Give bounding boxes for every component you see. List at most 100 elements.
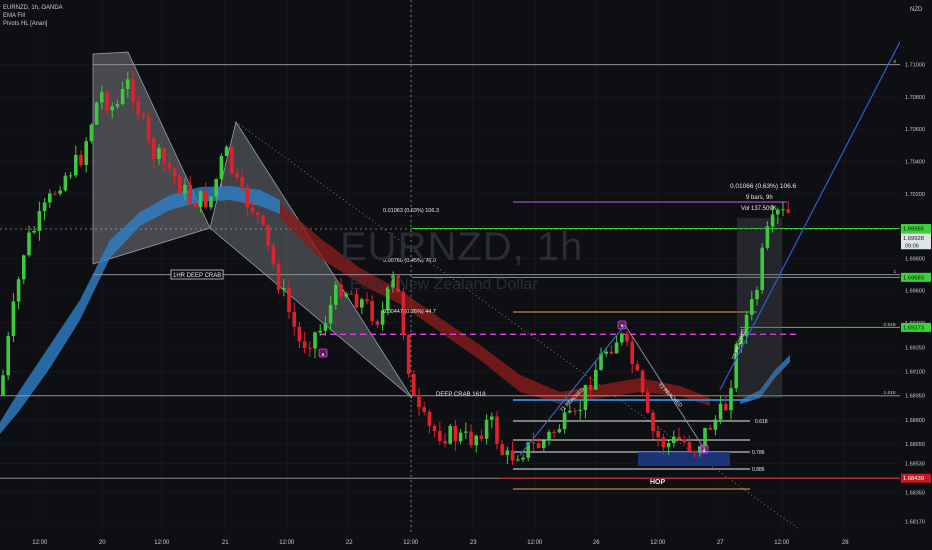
candle-body <box>84 141 88 166</box>
time-tick-label: 12:00 <box>650 540 666 546</box>
candle-body <box>458 432 463 442</box>
candle-body <box>183 184 187 194</box>
time-axis: 12:00 20 12:00 21 12:00 22 12:00 23 12:00 26 12:00… <box>32 540 849 546</box>
candle-body <box>412 374 416 396</box>
candle-body <box>594 369 598 390</box>
candle-body <box>630 341 634 365</box>
price-tag <box>901 272 931 282</box>
candle-body <box>16 279 21 302</box>
candle-body <box>526 442 530 458</box>
candle-body <box>22 255 26 280</box>
time-tick-label: 28 <box>842 540 849 546</box>
candle-body <box>74 154 78 176</box>
ema-band-red <box>280 204 710 406</box>
candle-body <box>271 245 276 264</box>
candle-body <box>120 89 125 105</box>
candle-body <box>302 341 307 348</box>
candle-body <box>588 384 593 390</box>
candle-body <box>464 431 468 433</box>
candle-body <box>406 334 411 375</box>
candle-body <box>651 412 655 432</box>
candle-body <box>734 344 738 389</box>
candle-body <box>48 193 52 203</box>
candle-body <box>193 203 198 208</box>
candle-body <box>167 162 172 169</box>
candle-body <box>37 211 42 231</box>
candle-body <box>292 311 296 327</box>
candle-body <box>557 429 562 433</box>
price-tick-label: 1.68170 <box>905 520 925 526</box>
candle-body <box>646 392 650 413</box>
measure-box <box>737 218 782 398</box>
price-tick-label: 1.68800 <box>905 418 925 424</box>
candle-body <box>739 336 744 345</box>
candle-body <box>729 388 733 411</box>
price-tick-label: 1.68950 <box>905 394 925 400</box>
candle-body <box>224 146 229 157</box>
candle-body <box>204 190 208 208</box>
candle-body <box>11 301 16 337</box>
pivots-label[interactable]: Pivots HL [Anan] <box>3 21 48 27</box>
price-tag-label: 1.69373 <box>903 325 924 331</box>
candle-body <box>349 293 354 295</box>
candle-body <box>261 215 265 225</box>
candle-body <box>6 336 10 376</box>
candle-body <box>318 330 322 333</box>
candle-body <box>604 351 608 354</box>
candle-body <box>146 116 151 139</box>
watermark-ticker: EURNZD, 1h <box>340 225 584 269</box>
candle-body <box>495 416 499 445</box>
candle-body <box>100 92 104 103</box>
candle-body <box>68 175 73 177</box>
zigzag-leg <box>624 324 706 451</box>
candle-body <box>599 353 603 370</box>
price-tick-label: 1.68350 <box>905 491 925 497</box>
candle-body <box>427 411 432 426</box>
candle-body <box>781 209 785 211</box>
candle-body <box>521 457 525 460</box>
candle-body <box>42 202 47 212</box>
candle-body <box>635 364 640 371</box>
projection-line <box>719 0 923 391</box>
time-tick-label: 12:00 <box>403 540 419 546</box>
candle-body <box>469 431 473 446</box>
candle-body <box>141 114 146 117</box>
candle-body <box>32 230 36 233</box>
candle-body <box>370 301 374 322</box>
candle-body <box>380 310 385 325</box>
measure-label-2: 0.00760 (0.45%) 76.0 <box>383 258 436 264</box>
price-tick-label: 1.70400 <box>905 160 925 166</box>
candle-body <box>178 176 182 194</box>
label-0786: 0.786 <box>752 450 765 456</box>
label-box <box>170 269 224 280</box>
candle-body <box>360 299 364 308</box>
candle-body <box>625 333 629 342</box>
candle-body <box>1 375 5 395</box>
candle-body <box>375 321 380 325</box>
candle-body <box>126 79 130 90</box>
candle-body <box>484 419 489 439</box>
label-0886: 0.886 <box>752 467 765 473</box>
measure-volume: Vol 137.509K <box>741 206 777 212</box>
candle-body <box>666 443 671 448</box>
candle-body <box>240 177 244 187</box>
candle-body <box>536 443 541 448</box>
measure-label-3: 0.00447 (0.26%) 44.7 <box>383 309 436 315</box>
price-tag <box>901 233 931 250</box>
symbol-label[interactable]: EURNZD, 1h, OANDA <box>3 5 63 11</box>
time-tick-label: 20 <box>99 540 106 546</box>
candle-body <box>152 138 156 160</box>
candle-body <box>708 427 712 430</box>
pivot-marker-glyph: ▼ <box>620 324 625 330</box>
chart-legend: EURNZD, 1h, OANDA EMA Fill Pivots HL [An… <box>3 4 63 28</box>
candle-body <box>786 209 790 213</box>
candle-body <box>115 104 120 107</box>
candle-body <box>27 232 31 256</box>
candle-body <box>198 190 203 208</box>
candle-body <box>443 440 447 444</box>
candles <box>1 70 790 466</box>
ema-fill-label[interactable]: EMA Fill <box>3 13 26 19</box>
candle-body <box>640 370 645 393</box>
candle-body <box>256 212 260 216</box>
